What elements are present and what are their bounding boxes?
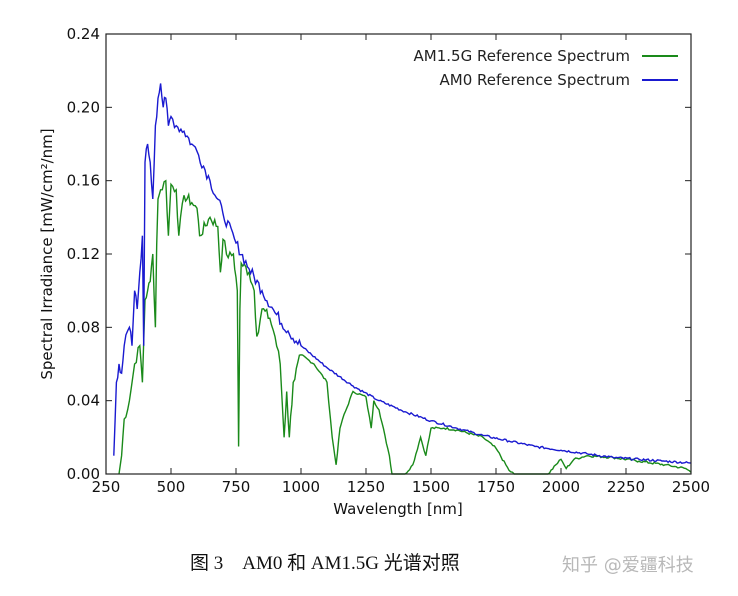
x-tick-label: 750 xyxy=(222,478,251,496)
legend-label-am0: AM0 Reference Spectrum xyxy=(439,71,630,89)
x-tick-label: 2250 xyxy=(607,478,645,496)
x-tick-label: 1000 xyxy=(282,478,320,496)
y-tick-label: 0.00 xyxy=(67,465,100,483)
legend-label-am15g: AM1.5G Reference Spectrum xyxy=(414,47,630,65)
y-tick-label: 0.12 xyxy=(67,245,100,263)
figure-caption: 图 3 AM0 和 AM1.5G 光谱对照 xyxy=(190,553,460,574)
x-tick-label: 1500 xyxy=(412,478,450,496)
x-tick-label: 2000 xyxy=(542,478,580,496)
y-tick-label: 0.16 xyxy=(67,172,100,190)
x-tick-label: 2500 xyxy=(672,478,710,496)
watermark: 知乎 @爱疆科技 xyxy=(562,555,694,576)
series-line-am0 xyxy=(113,83,692,464)
x-tick-label: 1250 xyxy=(347,478,385,496)
x-tick-label: 1750 xyxy=(477,478,515,496)
y-tick-label: 0.24 xyxy=(67,25,100,43)
x-tick-label: 500 xyxy=(157,478,186,496)
y-tick-label: 0.08 xyxy=(67,318,100,336)
x-axis-label: Wavelength [nm] xyxy=(333,500,463,518)
legend: AM1.5G Reference Spectrum AM0 Reference … xyxy=(414,47,678,89)
y-axis-label: Spectral Irradiance [mW/cm²/nm] xyxy=(38,128,56,379)
y-tick-label: 0.20 xyxy=(67,98,100,116)
series-line-am15g xyxy=(118,179,692,475)
x-tick-label: 250 xyxy=(92,478,121,496)
y-tick-label: 0.04 xyxy=(67,392,100,410)
plot-frame xyxy=(105,33,692,475)
